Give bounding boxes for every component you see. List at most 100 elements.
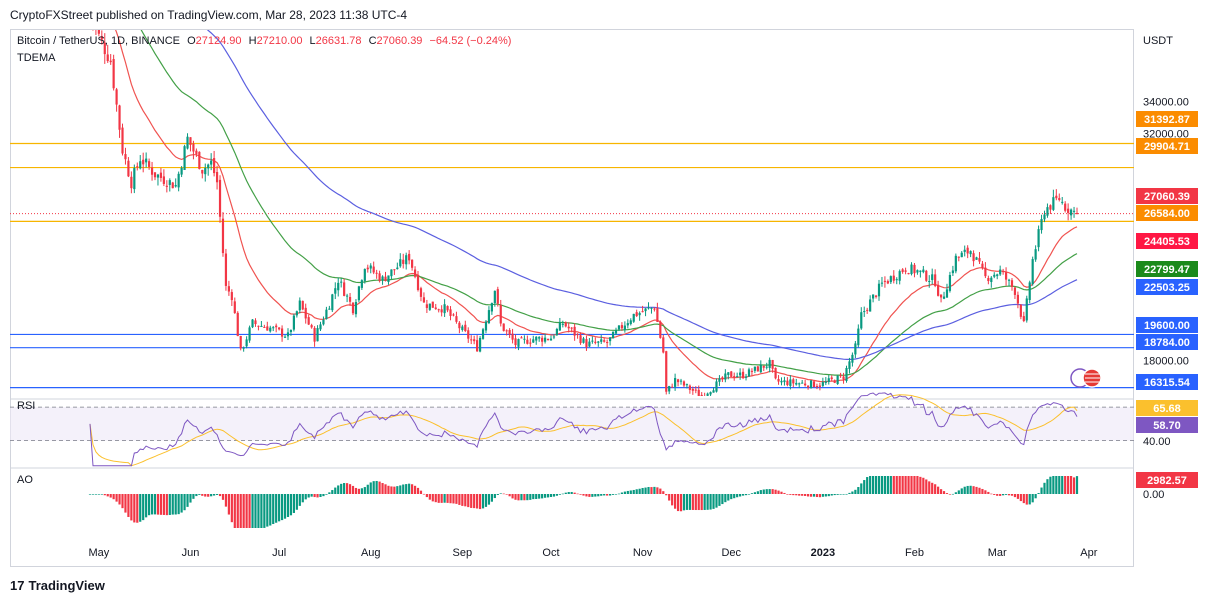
ao-bar bbox=[919, 476, 922, 494]
ao-bar bbox=[425, 494, 428, 498]
footer-brand[interactable]: 17 TradingView bbox=[10, 578, 105, 593]
candle bbox=[833, 379, 836, 384]
candle bbox=[121, 123, 124, 156]
candle-body bbox=[499, 304, 502, 324]
candle-body bbox=[307, 317, 310, 325]
candle-body bbox=[476, 340, 479, 352]
candle bbox=[165, 180, 168, 193]
ao-bar bbox=[124, 494, 127, 513]
candle-body bbox=[363, 269, 366, 281]
candle bbox=[428, 303, 431, 311]
price-axis-tick: 34000.00 bbox=[1143, 96, 1189, 108]
candle bbox=[561, 320, 564, 328]
candle-body bbox=[343, 282, 346, 296]
level-price-tag: 19600.00 bbox=[1136, 317, 1198, 333]
ao-bar bbox=[396, 486, 399, 494]
candle-body bbox=[233, 301, 236, 313]
candle bbox=[848, 357, 851, 374]
candle-body bbox=[443, 304, 446, 314]
ao-bar bbox=[558, 494, 561, 495]
candle bbox=[517, 338, 520, 351]
candle-body bbox=[821, 382, 824, 386]
candle bbox=[688, 384, 691, 394]
ao-bar bbox=[106, 494, 109, 497]
candle-body bbox=[721, 377, 724, 380]
candle-body bbox=[313, 327, 316, 342]
candle bbox=[759, 360, 762, 373]
ao-bar bbox=[313, 494, 316, 498]
level-price-tag-text: 19600.00 bbox=[1144, 320, 1190, 332]
time-axis-tick: Dec bbox=[721, 547, 741, 559]
candle-body bbox=[854, 343, 857, 355]
ao-bar bbox=[901, 476, 904, 494]
candle-body bbox=[889, 276, 892, 283]
ao-bar bbox=[942, 491, 946, 494]
ao-bar bbox=[739, 494, 742, 497]
change-value: −64.52 (−0.24%) bbox=[429, 35, 512, 47]
candle bbox=[750, 368, 754, 376]
time-axis-tick: Jun bbox=[182, 547, 200, 559]
candle bbox=[278, 327, 281, 331]
candle bbox=[665, 350, 668, 395]
candle bbox=[360, 279, 363, 290]
candle-body bbox=[753, 366, 756, 371]
us-flag-events-icon bbox=[1070, 368, 1102, 388]
candle bbox=[567, 322, 570, 333]
candle-body bbox=[354, 302, 358, 315]
candle-body bbox=[283, 336, 287, 338]
candle bbox=[366, 264, 369, 273]
ao-bar bbox=[777, 490, 780, 494]
candle bbox=[910, 262, 913, 276]
ao-bar bbox=[1061, 476, 1064, 494]
candle bbox=[292, 313, 296, 332]
candle-body bbox=[112, 59, 115, 89]
candle-body bbox=[413, 269, 417, 277]
ao-bar bbox=[1016, 494, 1019, 499]
candle-body bbox=[898, 271, 901, 281]
candle bbox=[437, 308, 440, 313]
candle-body bbox=[440, 309, 443, 313]
candle-body bbox=[549, 338, 553, 341]
candle bbox=[1052, 189, 1055, 212]
ao-bar bbox=[620, 492, 624, 494]
ao-bar bbox=[269, 494, 272, 526]
ao-bar bbox=[895, 476, 898, 494]
candle-body bbox=[957, 256, 960, 258]
ema-price-tag: 24405.53 bbox=[1136, 233, 1198, 249]
candle-body bbox=[644, 308, 647, 312]
candle bbox=[806, 385, 810, 390]
candle-body bbox=[966, 247, 969, 254]
ao-bar bbox=[585, 494, 588, 497]
time-axis-tick: Mar bbox=[988, 547, 1007, 559]
candle bbox=[523, 335, 526, 344]
candle bbox=[1007, 278, 1011, 287]
ao-bar bbox=[331, 490, 334, 494]
candle-body bbox=[369, 265, 372, 269]
candle-body bbox=[904, 270, 907, 272]
ao-bar bbox=[94, 494, 98, 495]
candle bbox=[251, 319, 254, 329]
ao-bar bbox=[464, 494, 467, 507]
candle bbox=[724, 369, 727, 383]
candle bbox=[916, 269, 919, 275]
ao-bar bbox=[514, 494, 517, 500]
candle-body bbox=[741, 371, 745, 379]
candle-body bbox=[833, 380, 836, 383]
candle-body bbox=[676, 379, 680, 383]
candle bbox=[765, 362, 768, 370]
ao-bar bbox=[913, 476, 916, 494]
ao-bar bbox=[292, 494, 296, 513]
ao-bar bbox=[304, 494, 307, 500]
candle-body bbox=[201, 169, 204, 174]
candle bbox=[230, 289, 233, 306]
ao-bar bbox=[393, 486, 396, 494]
ao-bar bbox=[700, 494, 703, 511]
ao-bar bbox=[153, 494, 157, 515]
candle-body bbox=[517, 339, 520, 347]
ao-bar bbox=[526, 494, 529, 501]
ao-bar bbox=[567, 492, 570, 494]
candle bbox=[632, 313, 635, 323]
candle bbox=[1019, 304, 1022, 320]
candle bbox=[478, 335, 482, 353]
